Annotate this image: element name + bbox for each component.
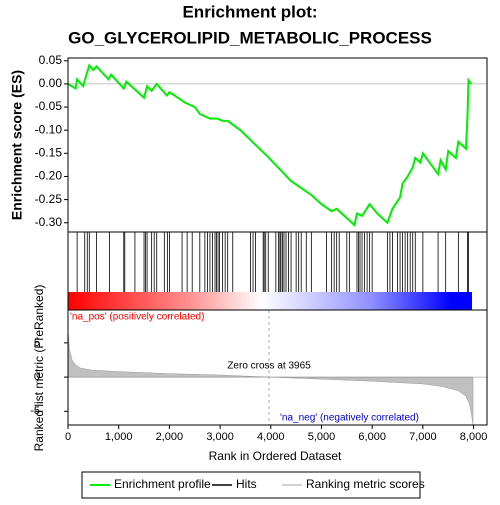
y-tick-label: -0.10 bbox=[35, 122, 63, 136]
y2-tick-label: 5 bbox=[34, 337, 40, 349]
x-tick-label: 3,000 bbox=[206, 431, 234, 443]
color-bar bbox=[68, 292, 472, 310]
chart-subtitle: GO_GLYCEROLIPID_METABOLIC_PROCESS bbox=[68, 28, 432, 47]
legend-label: Hits bbox=[236, 477, 257, 491]
y-tick-label: 0.00 bbox=[39, 76, 63, 90]
y2-tick-label: 0 bbox=[34, 371, 40, 383]
y-tick-label: -0.30 bbox=[35, 215, 63, 229]
x-tick-label: 8,000 bbox=[460, 431, 488, 443]
x-axis-label: Rank in Ordered Dataset bbox=[209, 449, 342, 463]
y-tick-label: -0.05 bbox=[35, 99, 63, 113]
legend-label: Enrichment profile bbox=[114, 477, 211, 491]
y-tick-label: -0.15 bbox=[35, 146, 63, 160]
plot-frame bbox=[67, 57, 488, 426]
legend-label: Ranking metric scores bbox=[306, 477, 425, 491]
y-axis-label: Enrichment score (ES) bbox=[9, 70, 25, 220]
x-tick-label: 7,000 bbox=[409, 431, 437, 443]
neg-label: 'na_neg' (negatively correlated) bbox=[280, 413, 419, 424]
y-tick-label: -0.25 bbox=[35, 192, 63, 206]
enrichment-line bbox=[67, 63, 472, 227]
y-tick-label: -0.20 bbox=[35, 169, 63, 183]
x-tick-label: 0 bbox=[65, 431, 71, 443]
legend bbox=[81, 471, 421, 499]
zero-cross-label: Zero cross at 3965 bbox=[227, 361, 311, 372]
y-tick-label: 0.05 bbox=[39, 53, 63, 67]
x-tick-label: 6,000 bbox=[358, 431, 386, 443]
x-tick-label: 5,000 bbox=[308, 431, 336, 443]
x-tick-label: 2,000 bbox=[156, 431, 184, 443]
x-tick-label: 4,000 bbox=[257, 431, 285, 443]
y2-axis-label: Ranked list metric (PreRanked) bbox=[32, 285, 46, 452]
x-tick-label: 1,000 bbox=[105, 431, 133, 443]
chart-title: Enrichment plot: bbox=[182, 2, 317, 21]
pos-label: 'na_pos' (positively correlated) bbox=[70, 312, 204, 323]
y2-tick-label: -5 bbox=[30, 405, 40, 417]
